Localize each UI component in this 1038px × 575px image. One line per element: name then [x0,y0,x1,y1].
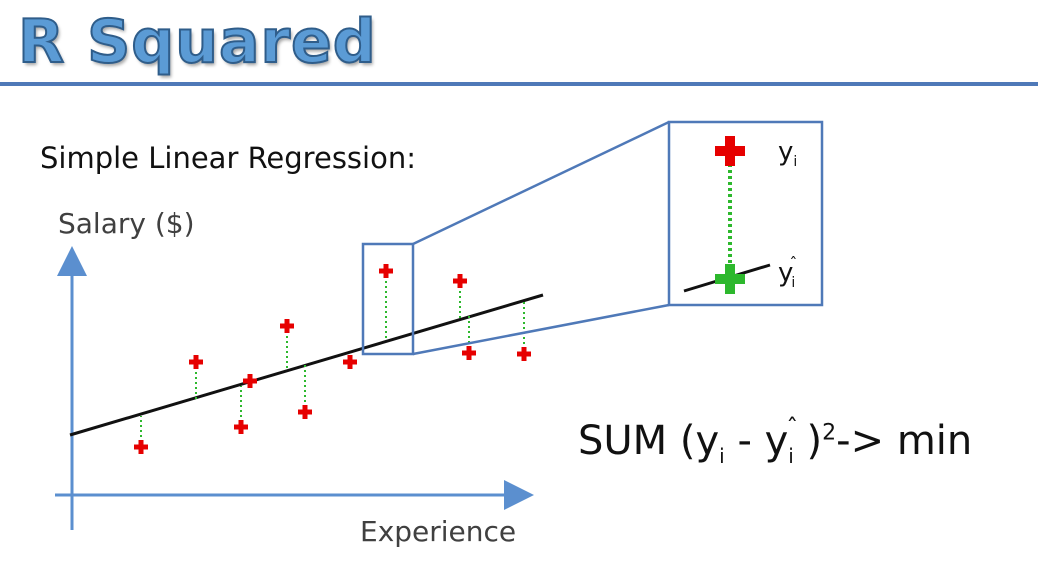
formula-hat: ˆ [786,414,799,442]
title-rule [0,82,1038,86]
zoom-inset-box [667,120,824,307]
red-plus-icon [134,440,148,454]
data-points [134,264,531,454]
red-plus-icon [234,420,248,434]
zoom-connector-top [412,120,670,246]
zoom-source-box [361,242,415,356]
formula-suffix: -> min [836,418,973,464]
y-axis-label: Salary ($) [58,207,195,240]
formula-prefix: SUM (y [578,418,720,464]
inset-actual-sub: i [793,154,798,171]
red-plus-icon [453,274,467,288]
red-plus-icon [462,346,476,360]
slide-title: R Squared [17,6,377,78]
green-plus-icon [715,264,745,294]
formula-power: 2 [822,420,837,446]
red-plus-icon [715,136,745,166]
inset-actual-label: yi [778,137,797,170]
inset-predicted-hat: ˆ [789,254,798,273]
formula-sub2: i [788,444,794,468]
zoom-connector-bottom [412,303,670,356]
inset-actual-y: y [778,137,794,167]
x-axis-label: Experience [360,515,517,548]
formula-sub1: i [719,444,725,468]
red-plus-icon [243,374,257,388]
red-plus-icon [379,264,393,278]
red-plus-icon [189,355,203,369]
red-plus-icon [517,347,531,361]
inset-predicted-sub: i [791,275,796,292]
objective-formula: SUM (yi - yˆi )2-> min [578,414,973,468]
regression-line [69,293,544,437]
inset-predicted-y: y [778,258,794,288]
formula-close: ) [793,418,823,464]
inset-predicted-label: yˆi [778,254,797,292]
red-plus-icon [280,319,294,333]
subtitle: Simple Linear Regression: [40,141,416,175]
formula-minus: - y [724,418,789,464]
red-plus-icon [343,355,357,369]
red-plus-icon [298,405,312,419]
